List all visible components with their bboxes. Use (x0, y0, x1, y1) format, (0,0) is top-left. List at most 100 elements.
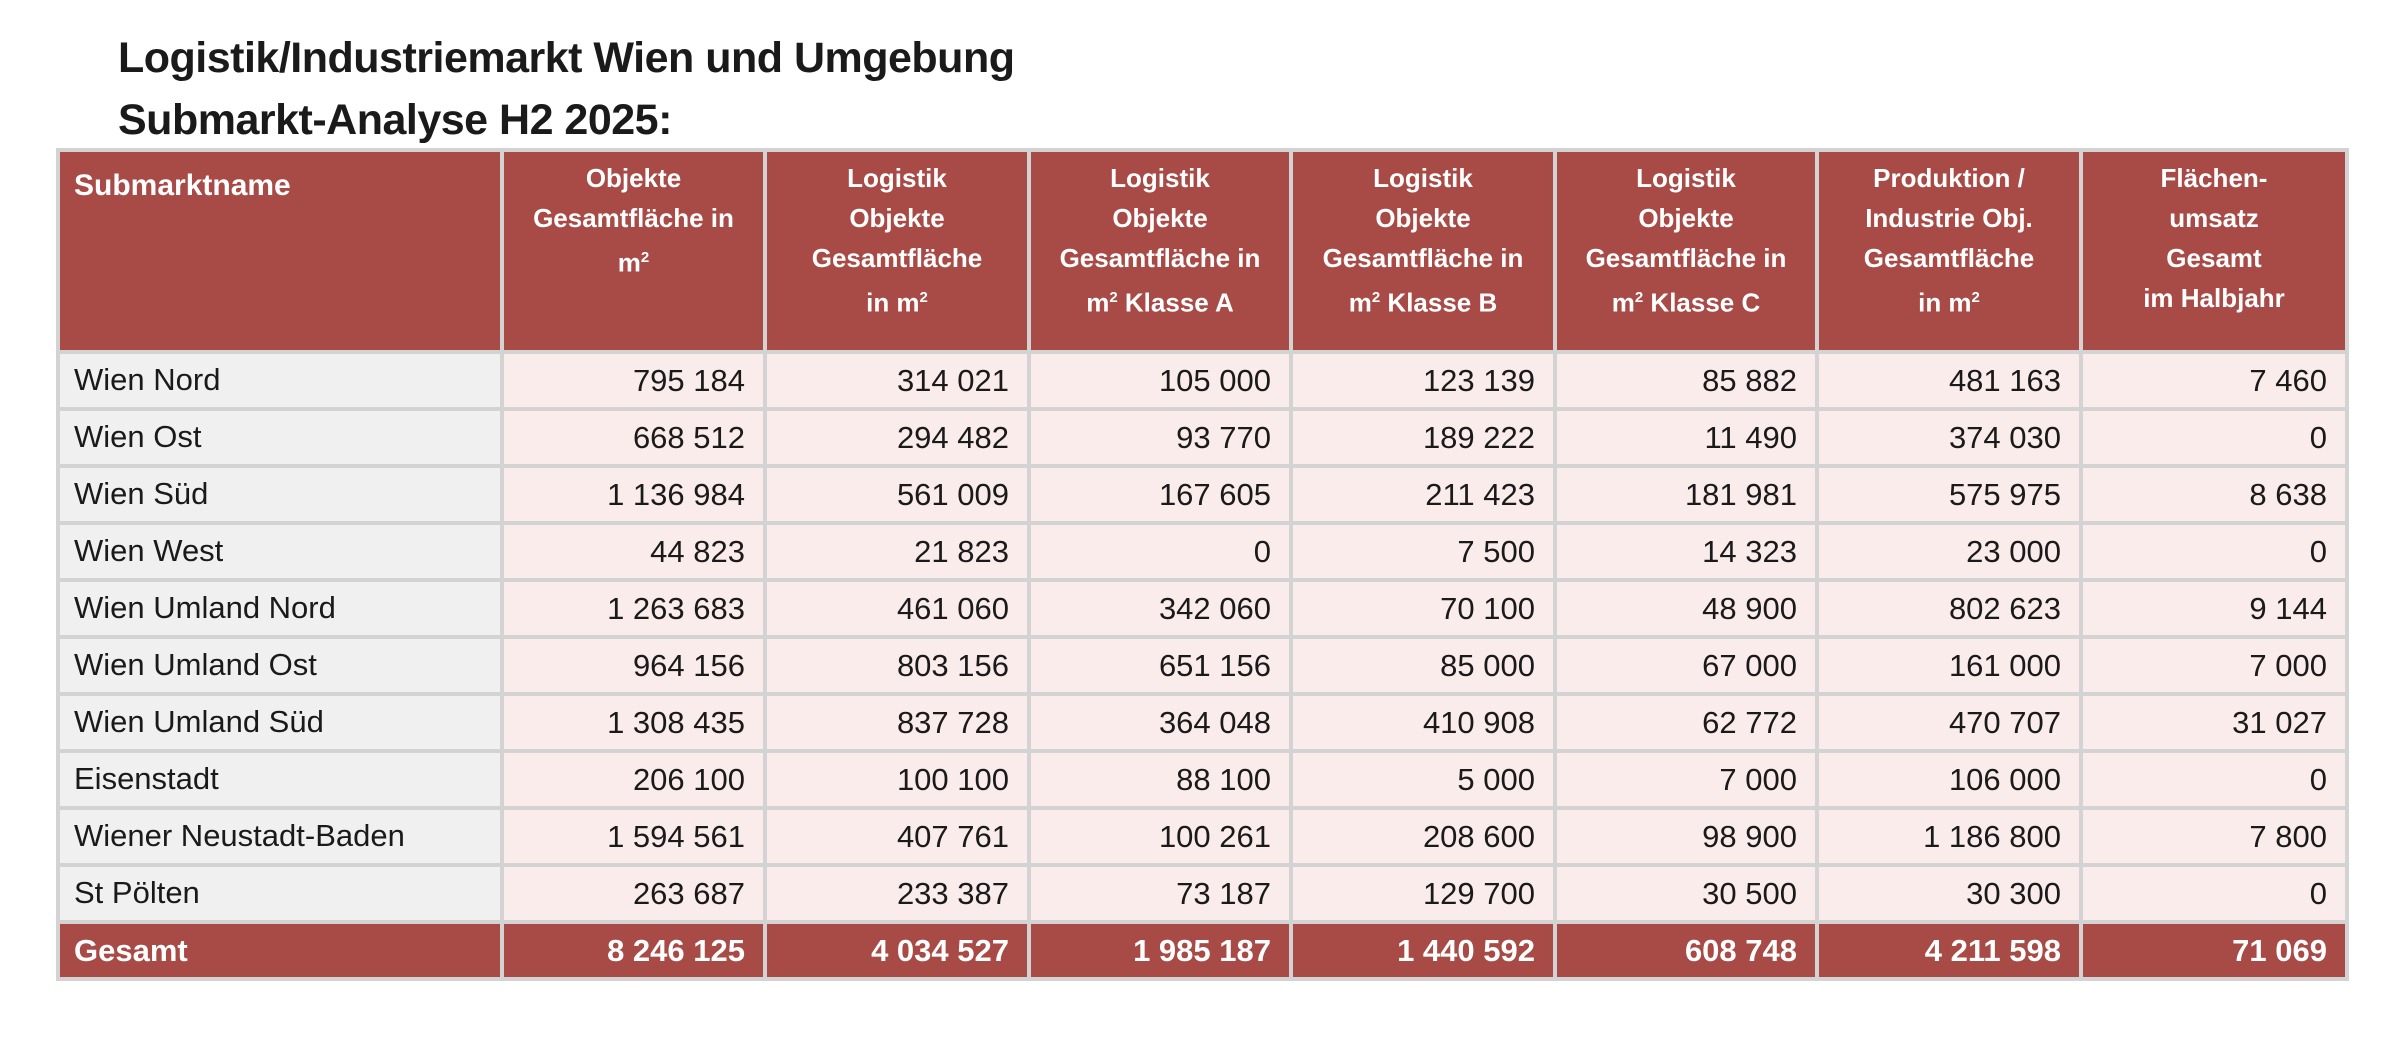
value-cell: 233 387 (763, 863, 1031, 924)
value-cell: 167 605 (1027, 464, 1293, 525)
value-cell: 342 060 (1027, 578, 1293, 639)
value-cell: 44 823 (500, 521, 767, 582)
column-header-line: im Halbjahr (2143, 283, 2285, 313)
submarket-name-cell: Wien Nord (56, 350, 504, 411)
value-cell: 8 246 125 (500, 920, 767, 981)
value-cell: 211 423 (1289, 464, 1557, 525)
value-cell: 189 222 (1289, 407, 1557, 468)
submarket-table: Submarktname Objekte Gesamtfläche in m2 Logi… (56, 148, 2349, 981)
value-cell: 837 728 (763, 692, 1031, 753)
column-header-line: m2 (617, 247, 650, 278)
column-header-line: Gesamtfläche (811, 243, 983, 273)
value-cell: 161 000 (1815, 635, 2083, 696)
value-cell: 5 000 (1289, 749, 1557, 810)
value-cell: 7 800 (2079, 806, 2349, 867)
value-cell: 410 908 (1289, 692, 1557, 753)
value-cell: 575 975 (1815, 464, 2083, 525)
table-row: Wien West 44 823 21 823 0 7 500 14 323 23 000 0 (56, 521, 2349, 582)
value-cell: 314 021 (763, 350, 1031, 411)
value-cell: 802 623 (1815, 578, 2083, 639)
table-row: Wien Süd 1 136 984 561 009 167 605 211 423 18… (56, 464, 2349, 525)
value-cell: 48 900 (1553, 578, 1819, 639)
column-header-line: Flächen- (2160, 163, 2268, 193)
value-cell: 71 069 (2079, 920, 2349, 981)
column-header-line: Gesamtfläche in (1585, 243, 1787, 273)
value-cell: 795 184 (500, 350, 767, 411)
value-cell: 67 000 (1553, 635, 1819, 696)
value-cell: 1 186 800 (1815, 806, 2083, 867)
value-cell: 98 900 (1553, 806, 1819, 867)
value-cell: 4 211 598 (1815, 920, 2083, 981)
submarket-name-cell: Wien Ost (56, 407, 504, 468)
column-header-line: Logistik (1110, 163, 1210, 193)
value-cell: 106 000 (1815, 749, 2083, 810)
value-cell: 30 500 (1553, 863, 1819, 924)
table-row: Wien Umland Nord 1 263 683 461 060 342 060 7… (56, 578, 2349, 639)
value-cell: 803 156 (763, 635, 1031, 696)
submarket-name-cell: Wien Umland Ost (56, 635, 504, 696)
submarket-name-cell: Gesamt (56, 920, 504, 981)
value-cell: 0 (2079, 749, 2349, 810)
table-row: Wien Umland Süd 1 308 435 837 728 364 048 41… (56, 692, 2349, 753)
value-cell: 7 000 (1553, 749, 1819, 810)
value-cell: 0 (2079, 407, 2349, 468)
value-cell: 21 823 (763, 521, 1031, 582)
value-cell: 481 163 (1815, 350, 2083, 411)
value-cell: 374 030 (1815, 407, 2083, 468)
value-cell: 1 263 683 (500, 578, 767, 639)
column-header: Produktion / Industrie Obj. Gesamtfläche in… (1815, 148, 2083, 354)
value-cell: 100 261 (1027, 806, 1293, 867)
value-cell: 85 000 (1289, 635, 1557, 696)
total-row: Gesamt 8 246 125 4 034 527 1 985 187 1 440 5… (56, 920, 2349, 981)
value-cell: 8 638 (2079, 464, 2349, 525)
column-header-line: Gesamtfläche (1863, 243, 2035, 273)
value-cell: 668 512 (500, 407, 767, 468)
column-header-line: Produktion / (1873, 163, 2025, 193)
column-header-line: m2 Klasse C (1611, 287, 1761, 318)
column-header: Logistik Objekte Gesamtfläche in m2 Klasse … (1289, 148, 1557, 354)
column-header-line: Objekte (585, 163, 682, 193)
value-cell: 11 490 (1553, 407, 1819, 468)
column-header-line: m2 Klasse B (1348, 287, 1498, 318)
table-row: Wien Ost 668 512 294 482 93 770 189 222 11 49… (56, 407, 2349, 468)
value-cell: 461 060 (763, 578, 1031, 639)
value-cell: 1 308 435 (500, 692, 767, 753)
column-header: Logistik Objekte Gesamtfläche in m2 Klasse … (1553, 148, 1819, 354)
value-cell: 100 100 (763, 749, 1031, 810)
value-cell: 1 440 592 (1289, 920, 1557, 981)
column-header: Objekte Gesamtfläche in m2 (500, 148, 767, 354)
column-header-line: Logistik (1636, 163, 1736, 193)
column-header: Logistik Objekte Gesamtfläche in m2 Klasse … (1027, 148, 1293, 354)
column-header-line: in m2 (1918, 287, 1980, 318)
submarket-name-cell: Wien West (56, 521, 504, 582)
column-header-line: Gesamtfläche in (1322, 243, 1524, 273)
column-header-line: m2 Klasse A (1086, 287, 1234, 318)
submarket-name-cell: Wien Umland Nord (56, 578, 504, 639)
submarket-name-cell: St Pölten (56, 863, 504, 924)
value-cell: 608 748 (1553, 920, 1819, 981)
column-header-line: Objekte (1375, 203, 1471, 233)
value-cell: 1 594 561 (500, 806, 767, 867)
value-cell: 561 009 (763, 464, 1031, 525)
column-header-line: Objekte (1638, 203, 1734, 233)
column-header-line: Gesamt (2166, 243, 2262, 273)
column-header-line: Logistik (847, 163, 947, 193)
value-cell: 7 460 (2079, 350, 2349, 411)
submarket-name-cell: Wiener Neustadt-Baden (56, 806, 504, 867)
value-cell: 0 (2079, 521, 2349, 582)
value-cell: 407 761 (763, 806, 1031, 867)
value-cell: 9 144 (2079, 578, 2349, 639)
column-header-line: Submarktname (74, 169, 291, 202)
header-row: Submarktname Objekte Gesamtfläche in m2 Logi… (56, 148, 2349, 354)
value-cell: 123 139 (1289, 350, 1557, 411)
value-cell: 470 707 (1815, 692, 2083, 753)
value-cell: 73 187 (1027, 863, 1293, 924)
table-row: Wien Nord 795 184 314 021 105 000 123 139 85 … (56, 350, 2349, 411)
value-cell: 651 156 (1027, 635, 1293, 696)
value-cell: 93 770 (1027, 407, 1293, 468)
value-cell: 0 (1027, 521, 1293, 582)
value-cell: 206 100 (500, 749, 767, 810)
page-subtitle: Submarkt-Analyse H2 2025: (118, 96, 672, 144)
table-row: Eisenstadt 206 100 100 100 88 100 5 000 7 000… (56, 749, 2349, 810)
column-header-line: Objekte (849, 203, 945, 233)
